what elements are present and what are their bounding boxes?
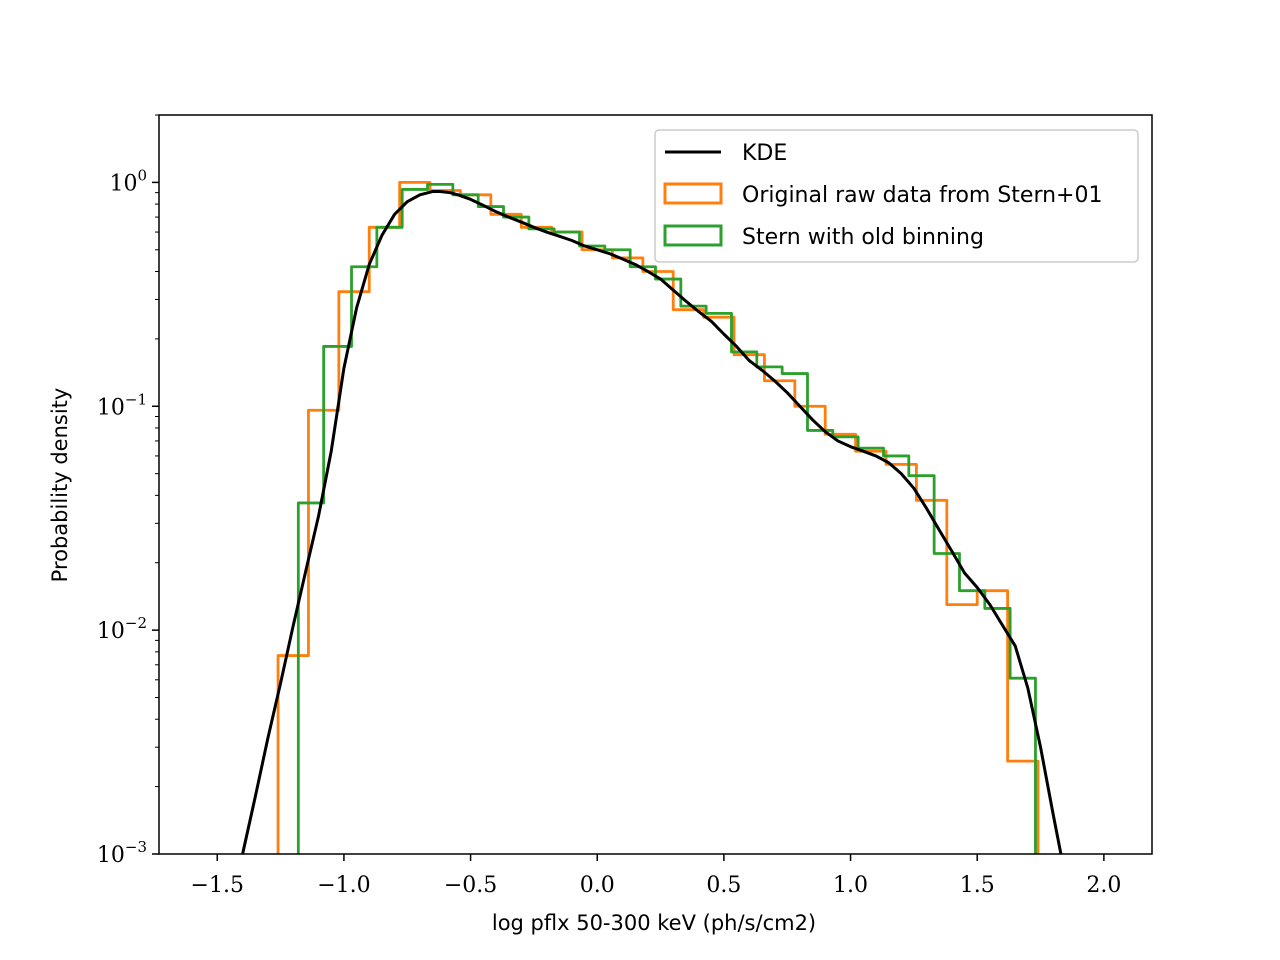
legend: KDE Original raw data from Stern+01 Ster… (654, 129, 1139, 263)
legend-label-old-binning: Stern with old binning (742, 225, 984, 250)
y-tick-label: 10−2 (97, 614, 147, 644)
x-tick-label: 0.5 (706, 873, 741, 898)
y-tick-label: 10−3 (97, 838, 147, 868)
series-layer (241, 180, 1063, 854)
legend-frame (654, 129, 1139, 263)
y-axis-ticks: 100 10−1 10−2 10−3 (97, 114, 159, 868)
x-tick-label: 1.5 (960, 873, 995, 898)
x-axis-ticks: −1.5 −1.0 −0.5 0.0 0.5 1.0 1.5 2.0 (191, 854, 1121, 898)
legend-swatch-original (663, 182, 723, 205)
y-axis-label: Probability density (48, 388, 72, 583)
legend-label-kde: KDE (742, 141, 787, 166)
y-tick-label: 10−1 (97, 390, 147, 420)
series-kde (241, 190, 1063, 854)
plot-frame (158, 114, 1153, 855)
x-tick-label: 0.0 (580, 873, 615, 898)
y-tick-label: 100 (109, 166, 147, 196)
x-tick-label: 1.0 (833, 873, 868, 898)
series-original (276, 180, 1040, 854)
series-old-binning (296, 182, 1037, 854)
x-tick-label: −1.0 (317, 873, 370, 898)
legend-label-original: Original raw data from Stern+01 (742, 183, 1103, 208)
x-tick-label: −0.5 (444, 873, 497, 898)
x-tick-label: −1.5 (191, 873, 244, 898)
legend-swatch-old-binning (663, 224, 723, 247)
x-axis-label: log pflx 50-300 keV (ph/s/cm2) (492, 911, 816, 935)
x-tick-label: 2.0 (1086, 873, 1121, 898)
